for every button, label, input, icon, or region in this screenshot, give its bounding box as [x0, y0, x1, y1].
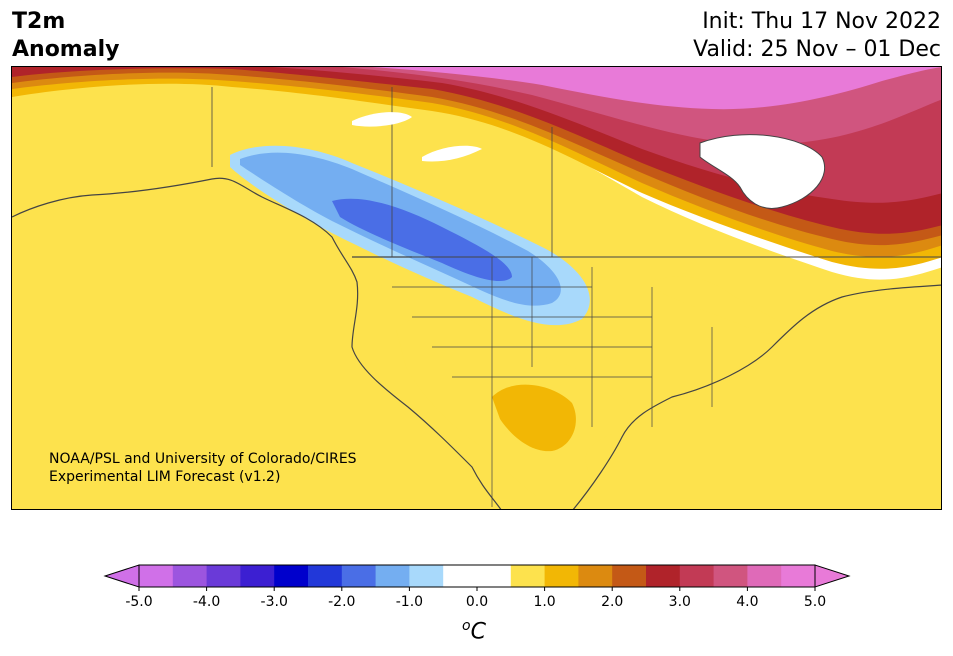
colorbar-swatch — [679, 565, 715, 587]
colorbar-swatch — [713, 565, 748, 587]
colorbar-tick-label: 0.0 — [466, 594, 488, 610]
colorbar-tick-label: -4.0 — [193, 594, 220, 610]
coastlines — [12, 87, 941, 509]
colorbar-swatch — [646, 565, 681, 587]
credit-line-1: NOAA/PSL and University of Colorado/CIRE… — [49, 451, 357, 467]
hudson-bay — [699, 134, 826, 209]
colorbar-tick-label: 5.0 — [804, 594, 826, 610]
map-title: T2m Anomaly — [12, 8, 119, 64]
colorbar-swatch — [510, 565, 546, 587]
anomaly-map — [11, 66, 942, 510]
colorbar-swatch — [308, 565, 343, 587]
colorbar-tick-label: 3.0 — [669, 594, 691, 610]
colorbar-tick-label: -3.0 — [261, 594, 288, 610]
colorbar-tick-label: 4.0 — [736, 594, 758, 610]
colorbar-unit: oC — [462, 618, 486, 644]
colorbar-tick-label: -1.0 — [396, 594, 423, 610]
colorbar-max-extend-arrow — [814, 564, 851, 588]
title-line-1: T2m — [12, 9, 66, 34]
colorbar-swatch — [139, 565, 174, 587]
colorbar-swatches — [103, 564, 851, 588]
map-canvas — [12, 67, 941, 509]
colorbar-tick-label: 2.0 — [601, 594, 623, 610]
colorbar-swatch — [578, 565, 613, 587]
colorbar-swatch — [375, 565, 410, 587]
colorbar-swatch — [747, 565, 782, 587]
init-date: Init: Thu 17 Nov 2022 — [702, 9, 941, 34]
unit-letter: C — [470, 619, 486, 645]
colorbar-swatch — [341, 565, 377, 587]
degree-symbol: o — [462, 618, 471, 634]
colorbar-tick-label: -5.0 — [125, 594, 152, 610]
valid-date-range: Valid: 25 Nov – 01 Dec — [693, 37, 941, 62]
forecast-dates: Init: Thu 17 Nov 2022 Valid: 25 Nov – 01… — [693, 8, 941, 64]
colorbar-swatch — [274, 565, 309, 587]
colorbar-swatch — [443, 565, 478, 587]
colorbar-tick-label: 1.0 — [533, 594, 555, 610]
title-line-2: Anomaly — [12, 37, 120, 62]
credit-line-2: Experimental LIM Forecast (v1.2) — [49, 469, 281, 485]
colorbar-swatch — [206, 565, 241, 587]
colorbar-tick-label: -2.0 — [328, 594, 355, 610]
colorbar-swatch — [240, 565, 275, 587]
colorbar-min-extend-arrow — [103, 564, 140, 588]
colorbar-swatch — [612, 565, 647, 587]
colorbar-swatch — [544, 565, 579, 587]
credit-text: NOAA/PSL and University of Colorado/CIRE… — [49, 450, 357, 486]
colorbar-swatch — [781, 565, 816, 587]
warm-anomaly-great-lakes — [652, 276, 792, 334]
colorbar-swatch — [477, 565, 512, 587]
colorbar-swatch — [409, 565, 444, 587]
colorbar-swatch — [172, 565, 208, 587]
colorbar-ticks: -5.0 -4.0 -3.0 -2.0 -1.0 0.0 1.0 2.0 3.0 4.0 5.0 — [125, 587, 826, 610]
